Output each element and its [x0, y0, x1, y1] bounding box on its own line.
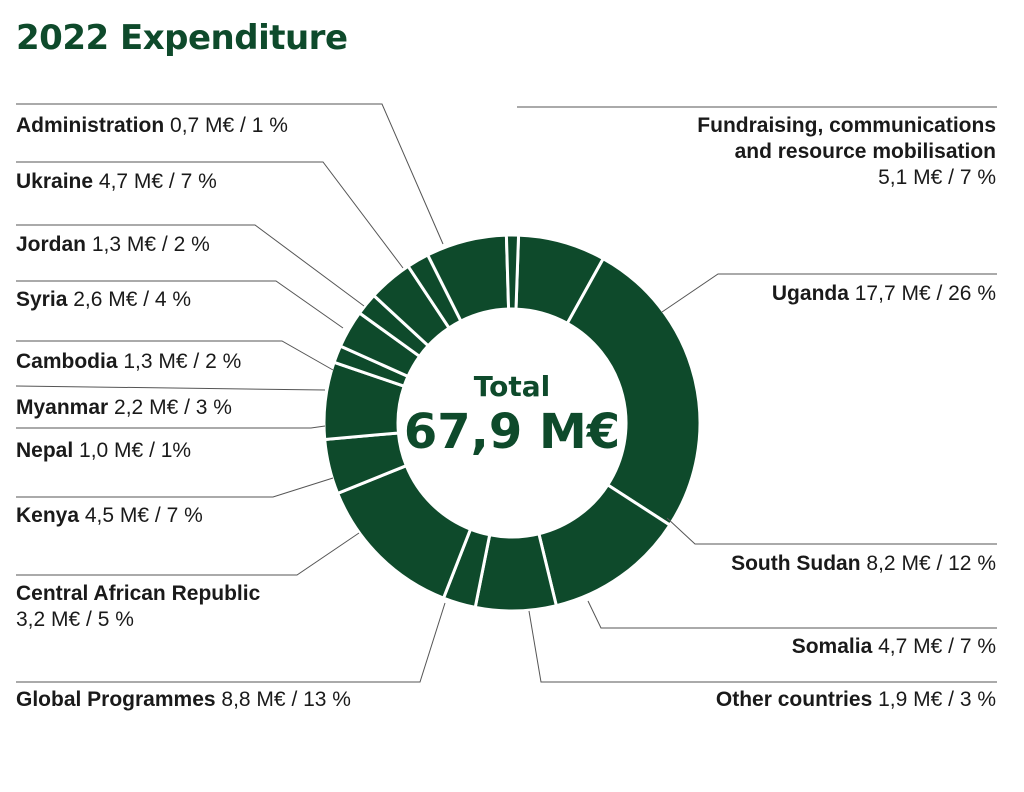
leader-line-uganda: [661, 273, 997, 313]
total-value: 67,9 M€: [403, 404, 621, 460]
slice-uganda: [565, 256, 702, 528]
total-label: Total: [473, 370, 551, 403]
label-global-programmes: Global Programmes 8,8 M€ / 13 %: [16, 688, 351, 711]
label-fundraising: Fundraising, communications and resource…: [697, 114, 996, 189]
leader-line-south-sudan: [666, 517, 997, 545]
leader-line-cambodia: [16, 340, 334, 371]
leader-line-syria: [16, 280, 344, 329]
leader-line-somalia: [587, 600, 997, 629]
label-other-countries: Other countries 1,9 M€ / 3 %: [715, 688, 996, 711]
label-cambodia: Cambodia 1,3 M€ / 2 %: [16, 350, 242, 373]
label-central-african-republic: Central African Republic 3,2 M€ / 5 %: [16, 582, 261, 631]
leader-line-other-countries: [528, 610, 997, 683]
leader-line-kenya: [16, 477, 334, 498]
label-south-sudan: South Sudan 8,2 M€ / 12 %: [731, 552, 996, 575]
label-somalia: Somalia 4,7 M€ / 7 %: [791, 635, 996, 658]
label-nepal: Nepal 1,0 M€ / 1%: [16, 439, 192, 462]
leader-line-central-african-republic: [16, 532, 360, 576]
leader-line-nepal: [16, 425, 326, 429]
leader-line-ukraine: [16, 161, 404, 269]
label-administration: Administration 0,7 M€ / 1 %: [16, 114, 288, 137]
slice-administration: [504, 233, 521, 311]
label-kenya: Kenya 4,5 M€ / 7 %: [16, 504, 203, 527]
label-jordan: Jordan 1,3 M€ / 2 %: [16, 233, 210, 256]
label-ukraine: Ukraine 4,7 M€ / 7 %: [16, 170, 217, 193]
chart-title: 2022 Expenditure: [16, 18, 348, 58]
label-uganda: Uganda 17,7 M€ / 26 %: [771, 282, 996, 305]
leader-line-myanmar: [15, 385, 326, 391]
leader-line-jordan: [16, 224, 365, 307]
label-myanmar: Myanmar 2,2 M€ / 3 %: [16, 396, 232, 419]
label-syria: Syria 2,6 M€ / 4 %: [16, 288, 192, 311]
leader-line-administration: [16, 103, 444, 245]
leader-line-global-programmes: [16, 602, 446, 683]
